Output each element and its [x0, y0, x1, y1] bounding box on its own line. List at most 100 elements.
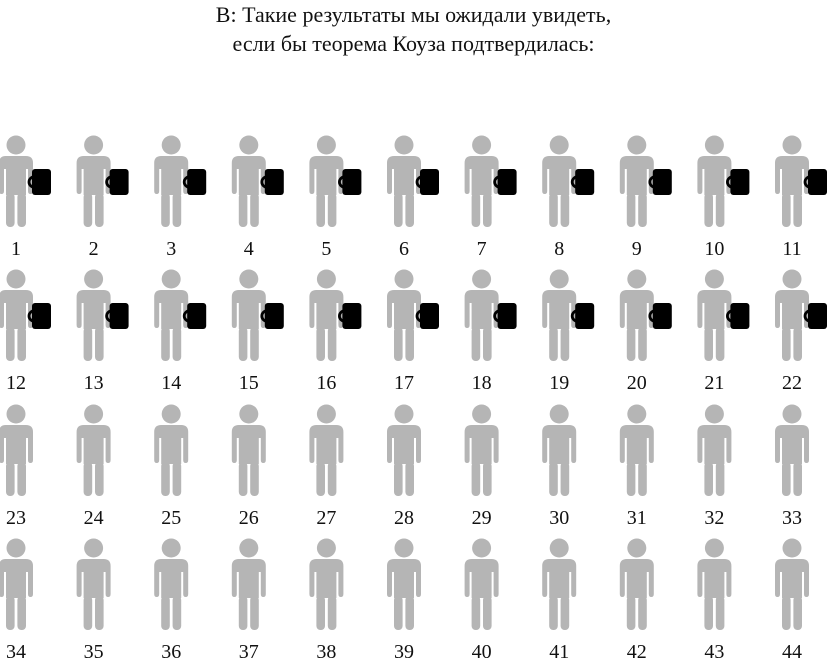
person-figure: 22	[775, 269, 827, 394]
person-figure: 5	[309, 135, 362, 260]
person-number: 30	[549, 507, 569, 529]
person-icon	[464, 135, 499, 227]
person-number: 19	[549, 372, 569, 394]
person-number: 16	[316, 372, 336, 394]
person-icon	[231, 135, 266, 227]
person-icon	[309, 404, 344, 496]
person-figure: 31	[619, 404, 654, 529]
person-number: 41	[549, 641, 569, 660]
mug-icon	[648, 303, 672, 329]
person-figure: 7	[464, 135, 517, 260]
person-figure: 12	[0, 269, 51, 394]
person-number: 35	[84, 641, 104, 660]
person-figure: 1	[0, 135, 51, 260]
person-icon	[76, 404, 111, 496]
person-icon	[154, 538, 189, 630]
person-figure: 18	[464, 269, 517, 394]
person-number: 18	[472, 372, 492, 394]
person-figure: 44	[775, 538, 809, 660]
person-number: 4	[244, 238, 254, 260]
person-figure: 3	[154, 135, 207, 260]
person-number: 33	[782, 507, 802, 529]
person-icon	[76, 135, 111, 227]
person-icon	[309, 269, 344, 361]
mug-icon	[726, 169, 750, 195]
person-figure: 30	[542, 404, 577, 529]
person-icon	[464, 538, 499, 630]
person-number: 13	[84, 372, 104, 394]
person-icon	[154, 135, 189, 227]
person-figure: 8	[542, 135, 595, 260]
mug-icon	[415, 169, 439, 195]
person-number: 11	[782, 238, 801, 260]
mug-icon	[803, 303, 827, 329]
person-icon	[775, 538, 809, 630]
person-figure: 37	[231, 538, 266, 660]
person-number: 42	[627, 641, 647, 660]
person-number: 12	[6, 372, 26, 394]
person-number: 34	[6, 641, 26, 660]
person-icon	[619, 538, 654, 630]
person-number: 38	[316, 641, 336, 660]
person-icon	[697, 404, 732, 496]
person-icon	[309, 538, 344, 630]
person-icon	[76, 269, 111, 361]
person-figure: 42	[619, 538, 654, 660]
figure-title: В: Такие результаты мы ожидали увидеть, …	[0, 0, 827, 58]
person-number: 6	[399, 238, 409, 260]
person-figure: 13	[76, 269, 129, 394]
person-figure: 38	[309, 538, 344, 660]
mug-icon	[337, 303, 362, 329]
person-icon	[697, 538, 732, 630]
person-number: 10	[704, 238, 724, 260]
mug-icon	[337, 169, 362, 195]
mug-icon	[260, 303, 284, 329]
person-icon	[619, 404, 654, 496]
mug-icon	[570, 169, 595, 195]
mug-icon	[648, 169, 672, 195]
person-icon	[697, 135, 732, 227]
person-number: 20	[627, 372, 647, 394]
person-figure: 11	[775, 135, 827, 260]
person-icon	[619, 269, 654, 361]
person-icon	[542, 404, 577, 496]
person-figure: 40	[464, 538, 499, 660]
person-number: 23	[6, 507, 26, 529]
mug-icon	[105, 169, 129, 195]
person-icon	[0, 269, 33, 361]
person-figure: 32	[697, 404, 732, 529]
title-line-1: В: Такие результаты мы ожидали увидеть,	[215, 2, 612, 27]
person-figure: 14	[154, 269, 207, 394]
person-number: 37	[239, 641, 259, 660]
person-icon	[542, 269, 577, 361]
person-icon	[619, 135, 654, 227]
person-icon	[387, 404, 421, 496]
person-figure: 39	[387, 538, 421, 660]
person-icon	[464, 269, 499, 361]
person-figure: 4	[231, 135, 284, 260]
person-number: 17	[394, 372, 414, 394]
person-number: 1	[11, 238, 21, 260]
person-number: 7	[477, 238, 487, 260]
person-icon	[387, 135, 421, 227]
person-number: 26	[239, 507, 259, 529]
person-number: 27	[316, 507, 336, 529]
person-icon	[309, 135, 344, 227]
mug-icon	[415, 303, 439, 329]
person-icon	[231, 404, 266, 496]
person-figure: 29	[464, 404, 499, 529]
person-figure: 9	[619, 135, 672, 260]
person-number: 8	[554, 238, 564, 260]
person-figure: 33	[775, 404, 809, 529]
person-number: 40	[472, 641, 492, 660]
person-icon	[0, 404, 33, 496]
person-number: 24	[84, 507, 104, 529]
person-number: 2	[89, 238, 99, 260]
person-figure: 34	[0, 538, 33, 660]
person-icon	[775, 135, 809, 227]
person-figure: 35	[76, 538, 111, 660]
person-figure: 19	[542, 269, 595, 394]
person-icon	[0, 135, 33, 227]
person-number: 3	[166, 238, 176, 260]
